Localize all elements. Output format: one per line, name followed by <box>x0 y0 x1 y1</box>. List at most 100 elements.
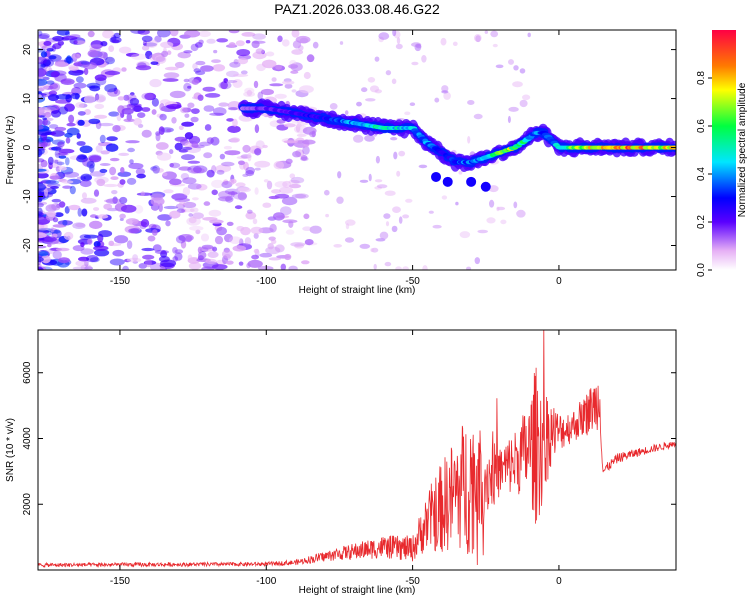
noise-blob <box>359 243 371 249</box>
noise-blob <box>174 249 184 254</box>
noise-blob <box>359 179 369 183</box>
noise-blob <box>411 61 419 66</box>
noise-blob <box>89 85 101 92</box>
noise-blob <box>160 41 174 48</box>
noise-blob <box>274 93 287 99</box>
noise-blob <box>162 171 177 180</box>
noise-blob <box>80 264 92 270</box>
noise-blob <box>100 150 110 155</box>
noise-blob <box>64 56 74 65</box>
noise-blob <box>213 49 218 54</box>
noise-blob <box>82 192 87 200</box>
noise-blob <box>236 49 251 57</box>
noise-blob <box>63 231 74 241</box>
noise-blob <box>184 30 201 38</box>
noise-blob <box>120 167 125 174</box>
noise-blob <box>391 225 398 233</box>
noise-blob <box>203 201 211 206</box>
noise-blob <box>183 78 190 83</box>
x-tick-label: -100 <box>256 576 276 587</box>
noise-blob <box>195 229 201 235</box>
noise-blob <box>151 97 159 107</box>
noise-blob <box>187 102 195 109</box>
noise-blob <box>56 161 65 166</box>
noise-blob <box>83 234 99 239</box>
noise-blob <box>48 94 59 102</box>
noise-blob <box>156 113 164 118</box>
noise-blob <box>83 95 96 104</box>
spectrogram-x-ticks: -150 -100 -50 0 <box>110 30 562 287</box>
noise-blob <box>164 66 179 71</box>
noise-blob <box>72 266 89 270</box>
noise-blob <box>513 201 518 209</box>
noise-blob <box>44 188 48 197</box>
noise-blob <box>169 30 179 37</box>
chart-title: PAZ1.2026.033.08.46.G22 <box>274 1 440 17</box>
ridge-sidelobe <box>431 171 442 182</box>
noise-blob <box>274 244 285 253</box>
x-tick-label: 0 <box>556 576 562 587</box>
ridge-sidelobe <box>466 176 477 187</box>
noise-blob <box>138 263 148 269</box>
noise-blob <box>254 160 271 168</box>
noise-blob <box>244 237 252 246</box>
noise-blob <box>163 189 174 194</box>
noise-blob <box>38 34 50 39</box>
noise-blob <box>282 39 290 47</box>
noise-blob <box>141 247 155 252</box>
noise-blob <box>172 256 178 262</box>
noise-blob <box>118 46 132 54</box>
noise-blob <box>109 36 122 44</box>
noise-blob <box>141 129 152 138</box>
noise-blob <box>206 38 216 44</box>
noise-blob <box>309 131 316 138</box>
noise-blob <box>209 219 224 224</box>
noise-blob <box>79 145 93 154</box>
noise-blob <box>49 83 59 90</box>
noise-blob <box>117 171 132 177</box>
noise-blob <box>88 118 101 125</box>
noise-blob <box>200 65 214 72</box>
noise-blob <box>187 85 192 89</box>
noise-blob <box>252 33 266 40</box>
noise-blob <box>187 254 193 261</box>
noise-blob <box>75 260 88 267</box>
noise-blob <box>38 202 44 208</box>
noise-blob <box>242 144 251 153</box>
noise-blob <box>198 39 204 45</box>
noise-blob <box>368 173 372 182</box>
noise-blob <box>282 180 291 188</box>
noise-blob <box>253 80 259 89</box>
noise-blob <box>38 158 45 163</box>
noise-blob <box>229 61 241 68</box>
noise-blob <box>216 226 228 236</box>
noise-blob <box>62 219 68 226</box>
noise-blob <box>202 86 216 92</box>
noise-blob <box>105 56 115 65</box>
colorbar-label: Normalized spectral amplitude <box>737 82 748 217</box>
noise-blob <box>54 61 69 68</box>
noise-blob <box>206 169 215 178</box>
y-tick-label: 6000 <box>22 361 33 384</box>
noise-blob <box>57 220 73 226</box>
noise-blob <box>190 167 205 174</box>
noise-blob <box>116 112 122 122</box>
noise-blob <box>184 113 190 118</box>
noise-blob <box>152 165 160 174</box>
noise-blob <box>154 35 162 43</box>
noise-blob <box>84 109 91 115</box>
noise-blob <box>271 189 282 194</box>
noise-blob <box>110 176 119 181</box>
noise-blob <box>130 92 135 96</box>
noise-blob <box>133 105 143 112</box>
noise-blob <box>77 119 85 126</box>
noise-blob <box>251 254 259 260</box>
noise-blob <box>45 204 57 213</box>
noise-blob <box>361 87 368 93</box>
noise-blob <box>187 165 202 174</box>
noise-blob <box>74 40 86 45</box>
noise-blob <box>174 252 183 261</box>
noise-blob <box>88 155 102 163</box>
noise-blob <box>100 41 108 47</box>
noise-blob <box>245 211 257 220</box>
